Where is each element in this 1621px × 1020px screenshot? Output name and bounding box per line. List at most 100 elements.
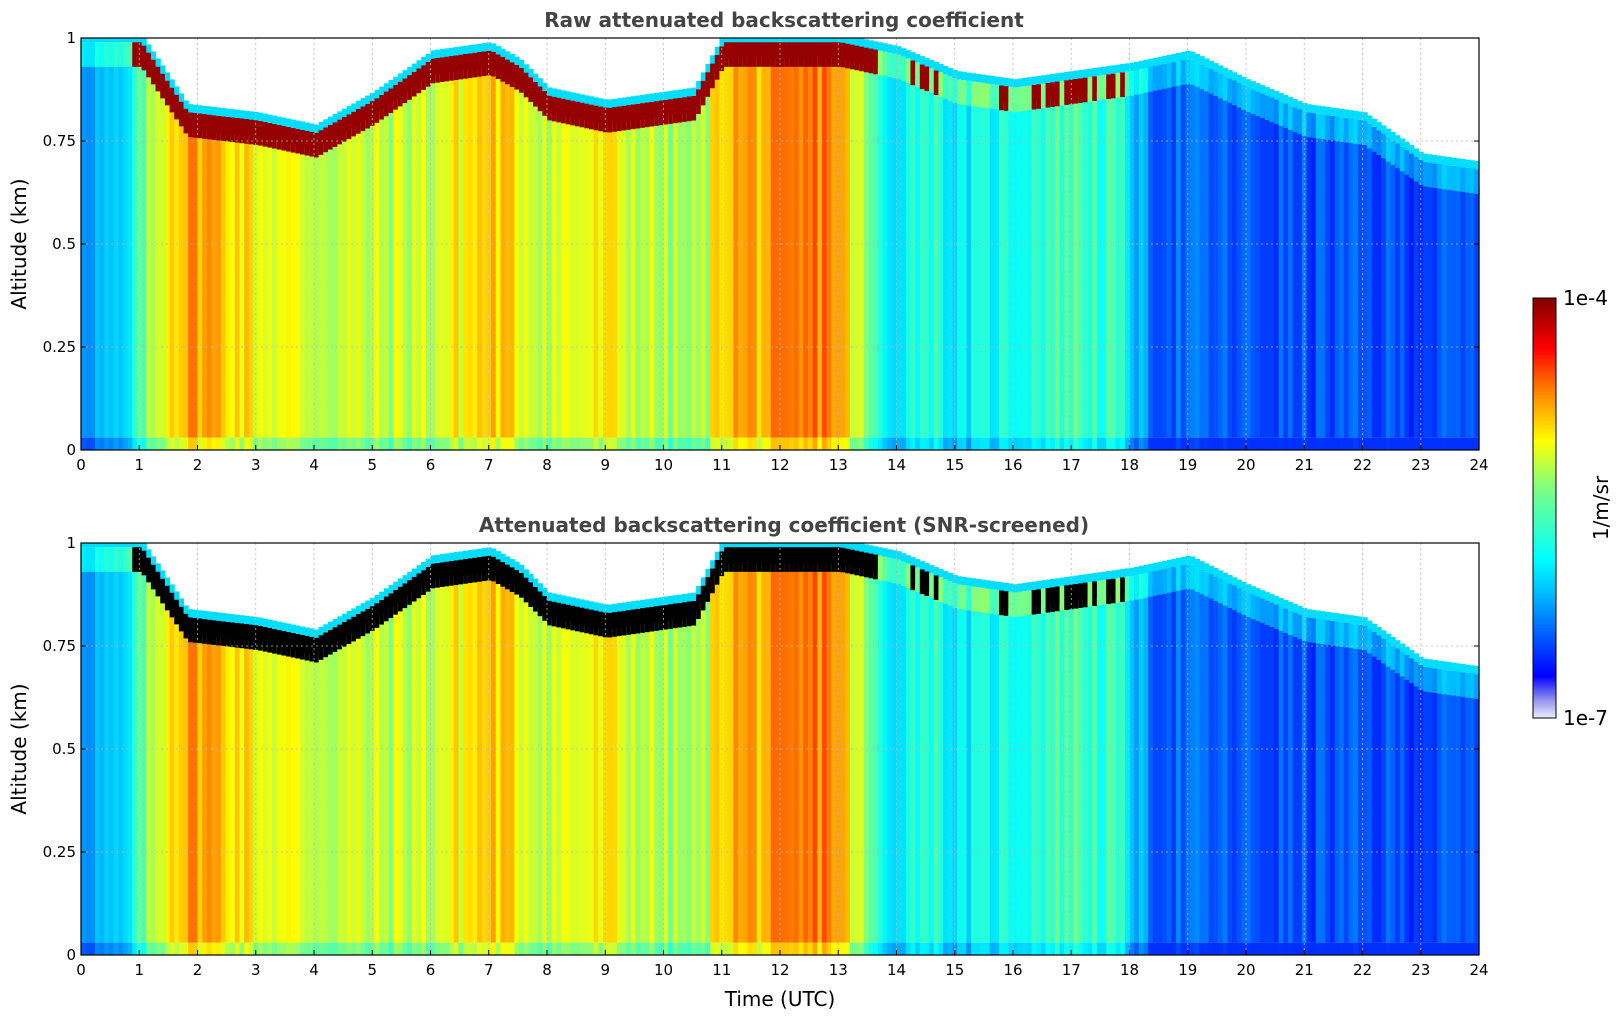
heat-cell [966, 942, 972, 955]
heat-cell [477, 548, 483, 558]
heat-cell [1339, 622, 1345, 647]
heat-cell [1222, 942, 1228, 955]
heat-cell [365, 608, 371, 634]
heat-cell [397, 603, 404, 943]
heat-cell [1054, 942, 1061, 955]
heat-cell [901, 553, 907, 562]
heat-cell [714, 54, 721, 80]
heat-cell [626, 601, 632, 611]
heat-cell [947, 67, 954, 77]
heat-cell [113, 563, 119, 943]
heat-cell [579, 119, 585, 438]
heat-cell [332, 627, 338, 652]
heat-cell [658, 116, 665, 438]
heat-cell [863, 544, 870, 553]
grid-lines [81, 543, 1479, 955]
heat-cell [1120, 437, 1126, 450]
heat-cell [491, 437, 497, 450]
heat-cell [668, 437, 674, 450]
heat-cell [272, 437, 278, 450]
heat-cell [1148, 588, 1154, 943]
heat-cell [971, 586, 977, 612]
heat-cell [397, 578, 404, 587]
heat-cell [1045, 99, 1051, 438]
heat-cell [1451, 670, 1457, 696]
heat-cell [188, 609, 194, 618]
heat-cell [122, 563, 129, 943]
heat-cell [281, 622, 287, 631]
heat-cell [1050, 82, 1056, 107]
heat-cell [230, 117, 236, 143]
heat-cell [919, 569, 926, 595]
heat-cell [1180, 565, 1187, 590]
heat-cell [164, 942, 171, 955]
heat-cell [164, 602, 171, 943]
heat-cell [882, 556, 888, 582]
heat-cell [491, 68, 497, 438]
heat-cell [854, 437, 860, 450]
heat-cell [1106, 579, 1112, 604]
heat-cell [1185, 564, 1191, 589]
heat-cell [113, 42, 119, 67]
heat-cell [1120, 72, 1126, 97]
heat-cell [206, 131, 213, 438]
heat-cell [197, 942, 203, 955]
heat-cell [1092, 67, 1098, 77]
heat-cell [1213, 437, 1219, 450]
heat-cell [449, 72, 455, 438]
heat-cell [1404, 150, 1410, 175]
heat-cell [509, 558, 515, 568]
heat-cell [416, 589, 422, 943]
heat-cell [164, 80, 171, 106]
heat-cell [267, 627, 273, 653]
heat-cell [1134, 61, 1140, 70]
heat-cell [304, 130, 310, 156]
heat-cell [164, 577, 171, 586]
heat-cell [1287, 121, 1294, 438]
heat-cell [150, 564, 157, 590]
heat-cell [919, 437, 926, 450]
heat-cell [85, 437, 91, 450]
heat-cell [1306, 437, 1312, 450]
heat-cell [379, 437, 385, 450]
heat-cell [1465, 942, 1471, 955]
heat-cell [1152, 437, 1159, 450]
heat-cell [919, 585, 926, 943]
heat-cell [178, 606, 185, 632]
heat-cell [826, 563, 832, 943]
heat-cell [1469, 437, 1475, 450]
heat-cell [509, 942, 515, 955]
heat-cell [1259, 85, 1266, 94]
heat-cell [1143, 437, 1149, 450]
heat-cell [514, 569, 520, 595]
heat-cell [309, 942, 315, 955]
heat-cell [733, 543, 739, 548]
heat-cell [1278, 606, 1284, 631]
heat-cell [99, 547, 105, 572]
heat-cell [966, 577, 972, 586]
heat-cell [845, 43, 851, 69]
heat-cell [360, 611, 366, 637]
heat-cell [430, 50, 436, 59]
heat-cell [999, 606, 1005, 943]
heat-cell [1362, 112, 1368, 121]
heat-cell [1306, 104, 1312, 113]
heat-cell [1413, 661, 1420, 687]
heat-cell [528, 93, 534, 438]
heat-cell [244, 119, 250, 144]
heat-cell [1194, 62, 1200, 87]
heat-cell [1129, 437, 1135, 450]
heat-cell [244, 624, 250, 649]
heat-cell [416, 565, 422, 574]
heat-cell [807, 58, 814, 438]
heat-cell [439, 73, 446, 438]
heat-cell [1469, 942, 1475, 955]
heat-cell [192, 942, 199, 955]
heat-cell [1259, 614, 1266, 943]
heat-cell [640, 119, 646, 438]
heat-cell [1190, 437, 1196, 450]
heat-cell [1040, 437, 1047, 450]
heat-cell [1026, 942, 1033, 955]
heat-cell [682, 942, 688, 955]
heat-cell [1297, 109, 1303, 134]
